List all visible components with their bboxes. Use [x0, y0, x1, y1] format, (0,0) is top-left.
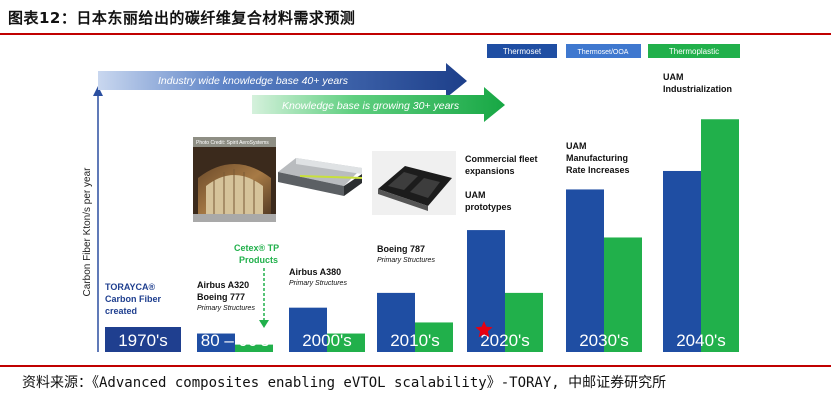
annotation-fleet: Commercial fleet expansions — [465, 154, 538, 176]
annotation-787-line1: Boeing 787 — [377, 244, 425, 254]
annotation-uam-industrialization: UAM Industrialization — [663, 72, 732, 94]
annotation-a380-sub: Primary Structures — [289, 280, 347, 287]
annotation-uam-prototypes-line1: UAM — [465, 190, 486, 200]
decade-label-3: 2010's — [390, 331, 440, 350]
decade-label-4: 2020's — [480, 331, 530, 350]
decade-box-0 — [105, 327, 181, 352]
annotation-a320-line2: Boeing 777 — [197, 292, 245, 302]
legend-label-thermoplastic: Thermoplastic — [669, 47, 719, 56]
annotation-torayca-line1: TORAYCA® — [105, 282, 156, 292]
annotation-uam-prototypes: UAM prototypes — [465, 190, 512, 212]
decade-label-6: 2040's — [676, 331, 726, 350]
annotation-787-sub: Primary Structures — [377, 257, 435, 264]
annotation-torayca-line2: Carbon Fiber — [105, 294, 162, 304]
legend-label-thermoset: Thermoset — [503, 47, 542, 56]
bar-thermoplastic-2 — [327, 333, 365, 352]
bar-thermoset-6 — [663, 170, 701, 352]
bar-thermoplastic-5 — [604, 237, 642, 352]
knowledge-arrow-industry: Industry wide knowledge base 40+ years — [98, 63, 467, 98]
annotation-torayca: TORAYCA® Carbon Fiber created — [105, 282, 162, 316]
annotation-torayca-line3: created — [105, 306, 137, 316]
annotation-fleet-line1: Commercial fleet — [465, 154, 538, 164]
annotation-uam-manufacturing-line2: Manufacturing — [566, 153, 628, 163]
decade-labels: 1970's 80 – 90's 2000's 2010's 2020's 2030's 2… — [105, 327, 726, 352]
annotation-cetex: Cetex® TP Products — [234, 243, 279, 328]
y-axis-arrowhead — [93, 86, 103, 96]
bar-thermoset-2 — [289, 307, 327, 352]
bar-thermoplastic-6 — [701, 119, 739, 352]
figure-source: 资料来源：《Advanced composites enabling eVTOL… — [22, 375, 667, 391]
annotation-a380-line1: Airbus A380 — [289, 267, 341, 277]
annotation-uam-industrialization-line2: Industrialization — [663, 84, 732, 94]
knowledge-arrow-growing-label: Knowledge base is growing 30+ years — [282, 100, 460, 112]
bar-thermoset-1 — [197, 333, 235, 352]
photo-fuselage-barrel: Photo Credit: Spirit AeroSystems — [193, 137, 276, 222]
photo-composite-bracket — [372, 151, 456, 215]
bar-thermoplastic-3 — [415, 322, 453, 352]
bar-thermoset-3 — [377, 292, 415, 352]
bar-thermoplastic-4 — [505, 292, 543, 352]
bar-thermoset-5 — [566, 189, 604, 352]
annotation-uam-prototypes-line2: prototypes — [465, 202, 512, 212]
figure-title: 图表12：日本东丽给出的碳纤维复合材料需求预测 — [8, 9, 356, 27]
legend-swatch-thermoset-ooa — [566, 44, 641, 58]
annotation-787: Boeing 787 Primary Structures — [377, 244, 435, 264]
bars — [197, 119, 739, 352]
decade-label-1: 80 – 90's — [201, 331, 269, 350]
annotation-uam-industrialization-line1: UAM — [663, 72, 684, 82]
annotation-a380: Airbus A380 Primary Structures — [289, 267, 347, 287]
knowledge-arrow-growing: Knowledge base is growing 30+ years — [252, 87, 505, 122]
annotation-cetex-line1: Cetex® TP — [234, 243, 279, 253]
title-rule — [0, 33, 831, 35]
annotation-a320: Airbus A320 Boeing 777 Primary Structure… — [197, 280, 255, 312]
svg-text:Photo Credit: Spirit AeroSyste: Photo Credit: Spirit AeroSystems — [196, 140, 269, 146]
y-axis-label: Carbon Fiber Kton/s per year — [82, 167, 93, 297]
legend-swatch-thermoset — [487, 44, 557, 58]
decade-label-0: 1970's — [118, 331, 168, 350]
annotation-uam-manufacturing-line1: UAM — [566, 141, 587, 151]
bar-thermoplastic-1 — [235, 344, 273, 352]
decade-label-5: 2030's — [579, 331, 629, 350]
annotation-a320-line1: Airbus A320 — [197, 280, 249, 290]
legend: Thermoset Thermoset/OOA Thermoplastic — [487, 44, 740, 58]
annotation-cetex-arrowhead — [259, 320, 269, 328]
knowledge-arrow-industry-label: Industry wide knowledge base 40+ years — [158, 75, 349, 87]
annotation-uam-manufacturing-line3: Rate Increases — [566, 165, 630, 175]
source-rule — [0, 365, 831, 367]
photo-stringer-profile — [278, 158, 363, 196]
star-icon — [475, 321, 493, 338]
annotation-uam-manufacturing: UAM Manufacturing Rate Increases — [566, 141, 630, 175]
legend-label-thermoset-ooa: Thermoset/OOA — [578, 49, 629, 56]
decade-label-2: 2000's — [302, 331, 352, 350]
annotation-a320-sub: Primary Structures — [197, 305, 255, 312]
legend-swatch-thermoplastic — [648, 44, 740, 58]
annotation-fleet-line2: expansions — [465, 166, 515, 176]
annotation-cetex-line2: Products — [239, 255, 278, 265]
